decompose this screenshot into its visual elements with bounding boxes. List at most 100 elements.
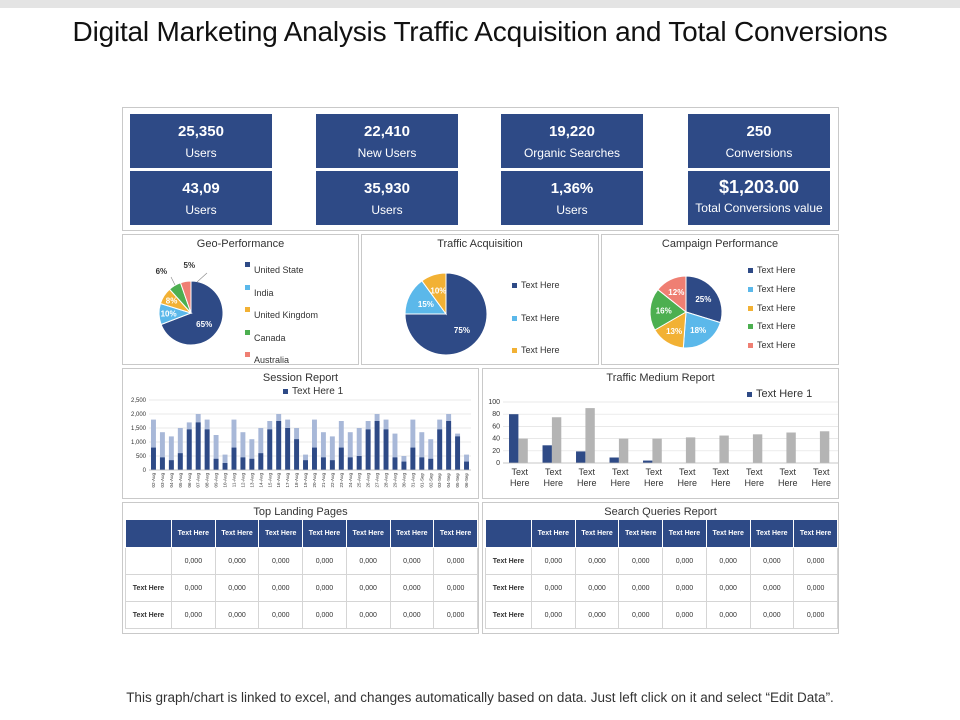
x-tick-label: Text Here xyxy=(644,467,664,488)
bar xyxy=(338,447,344,470)
table-header-cell: Text Here xyxy=(618,519,664,548)
table-cell: 0,000 xyxy=(531,601,576,629)
bar xyxy=(151,419,156,470)
legend-item: Text Here xyxy=(512,302,560,335)
x-tick-label: 14-Aug xyxy=(258,473,263,488)
legend-label: Text Here xyxy=(757,283,796,294)
table-row: Text Here 0,000 0,000 0,000 0,000 0,000 0,000 0… xyxy=(485,547,838,575)
bar xyxy=(643,460,653,463)
y-tick-label: 40 xyxy=(492,436,500,443)
legend-swatch xyxy=(748,343,753,349)
table-header-cell: Text Here xyxy=(749,519,795,548)
table-cell: 0,000 xyxy=(793,547,838,575)
x-tick-label: Text Here xyxy=(610,467,630,488)
x-tick-label: 05-Aug xyxy=(178,473,183,488)
x-tick-word: Text xyxy=(746,467,763,477)
kpi-label: New Users xyxy=(357,146,417,160)
bar xyxy=(383,429,389,470)
kpi-value: 25,350 xyxy=(178,123,224,140)
table-cell: 0,000 xyxy=(345,574,391,602)
x-tick-label: 21-Aug xyxy=(321,473,326,488)
kpi-conversions: 250 Conversions xyxy=(688,114,830,168)
bar xyxy=(464,461,469,470)
table-row-header: Text Here xyxy=(485,547,532,575)
table-header-cell: Text Here xyxy=(574,519,620,548)
pie-value-label: 12% xyxy=(668,288,684,297)
kpi-value: 35,930 xyxy=(364,180,410,197)
pie-value-label: 75% xyxy=(454,326,470,335)
kpi-users: 25,350 Users xyxy=(130,114,272,168)
x-tick-word: Here xyxy=(677,478,697,488)
pie-slice xyxy=(657,275,687,314)
x-tick-word: Here xyxy=(543,478,563,488)
x-tick-label: Text Here xyxy=(811,467,831,488)
legend-swatch xyxy=(512,283,517,288)
x-tick-label: 12-Aug xyxy=(240,473,245,488)
table-cell: 0,000 xyxy=(433,601,478,629)
x-tick-label: 10-Aug xyxy=(223,473,228,488)
legend-item: Text Here xyxy=(748,280,796,299)
x-tick-label: 19-Aug xyxy=(303,473,308,488)
legend-item: Text Here xyxy=(512,269,560,302)
x-tick-word: Here xyxy=(811,478,831,488)
legend-label: Text Here xyxy=(521,312,560,323)
kpi-value: 1,36% xyxy=(550,180,594,197)
pie-slice xyxy=(421,272,447,316)
legend-swatch xyxy=(512,348,517,353)
legend-item: Text Here xyxy=(748,336,796,355)
legend-swatch xyxy=(512,315,517,321)
y-tick-label: 60 xyxy=(492,423,500,430)
bar xyxy=(419,457,425,470)
table-row: Text Here 0,000 0,000 0,000 0,000 0,000 0,000 0… xyxy=(485,574,838,602)
kpi-users-2: 43,09 Users xyxy=(130,171,272,225)
table-title: Top Landing Pages xyxy=(253,506,348,518)
bar xyxy=(347,457,353,470)
pie-value-label: 16% xyxy=(656,306,672,315)
table-cell: 0,000 xyxy=(705,574,751,602)
table-header-cell: Text Here xyxy=(389,519,435,548)
table-cell: 0,000 xyxy=(618,574,664,602)
bar xyxy=(609,457,619,463)
bar xyxy=(204,429,210,470)
legend-label: Text Here 1 xyxy=(292,386,344,397)
x-tick-label: 17-Aug xyxy=(285,473,290,488)
legend-label: Text Here 1 xyxy=(756,388,813,400)
bar xyxy=(719,435,729,463)
x-tick-label: Text Here xyxy=(711,467,731,488)
table-cell: 0,000 xyxy=(574,574,620,602)
table-cell: 0,000 xyxy=(171,547,216,575)
table-cell: 0,000 xyxy=(749,574,795,602)
legend-swatch xyxy=(245,329,250,335)
table-cell: 0,000 xyxy=(705,547,751,575)
bar xyxy=(159,457,165,470)
table-header-cell: Text Here xyxy=(531,519,576,548)
legend-label: Text Here xyxy=(757,340,796,351)
table-cell: 0,000 xyxy=(302,574,347,602)
legend-label: Text Here xyxy=(521,345,560,355)
table-cell: 0,000 xyxy=(214,574,260,602)
bar xyxy=(392,457,398,470)
table-header-cell: Text Here xyxy=(662,519,707,548)
kpi-label: Organic Searches xyxy=(523,146,621,160)
legend-swatch xyxy=(748,286,753,292)
table-cell: 0,000 xyxy=(302,601,347,629)
bar xyxy=(428,458,434,470)
table-cell: 0,000 xyxy=(749,601,795,629)
x-tick-label: 02-Sep xyxy=(428,473,433,488)
table-header-cell: Text Here xyxy=(302,519,347,548)
bar xyxy=(303,460,308,470)
search-queries-table: Text Here Text Here Text Here Text Here Text… xyxy=(485,519,838,629)
legend-item: Text Here 1 xyxy=(747,388,812,400)
table-cell: 0,000 xyxy=(618,547,664,575)
kpi-value: 22,410 xyxy=(364,123,410,140)
session-report-panel: Session Report 0 500 1,000 1,500 2,000 2,500 0… xyxy=(122,368,479,499)
bar xyxy=(222,463,228,470)
legend-item: Text Here 1 xyxy=(283,386,343,397)
legend-swatch xyxy=(748,305,753,311)
bar xyxy=(347,432,353,470)
legend-swatch xyxy=(283,389,288,394)
bar xyxy=(312,447,317,470)
x-tick-label: 03-Sep xyxy=(437,473,442,488)
kpi-value: 250 xyxy=(746,123,772,140)
bar xyxy=(249,439,255,470)
